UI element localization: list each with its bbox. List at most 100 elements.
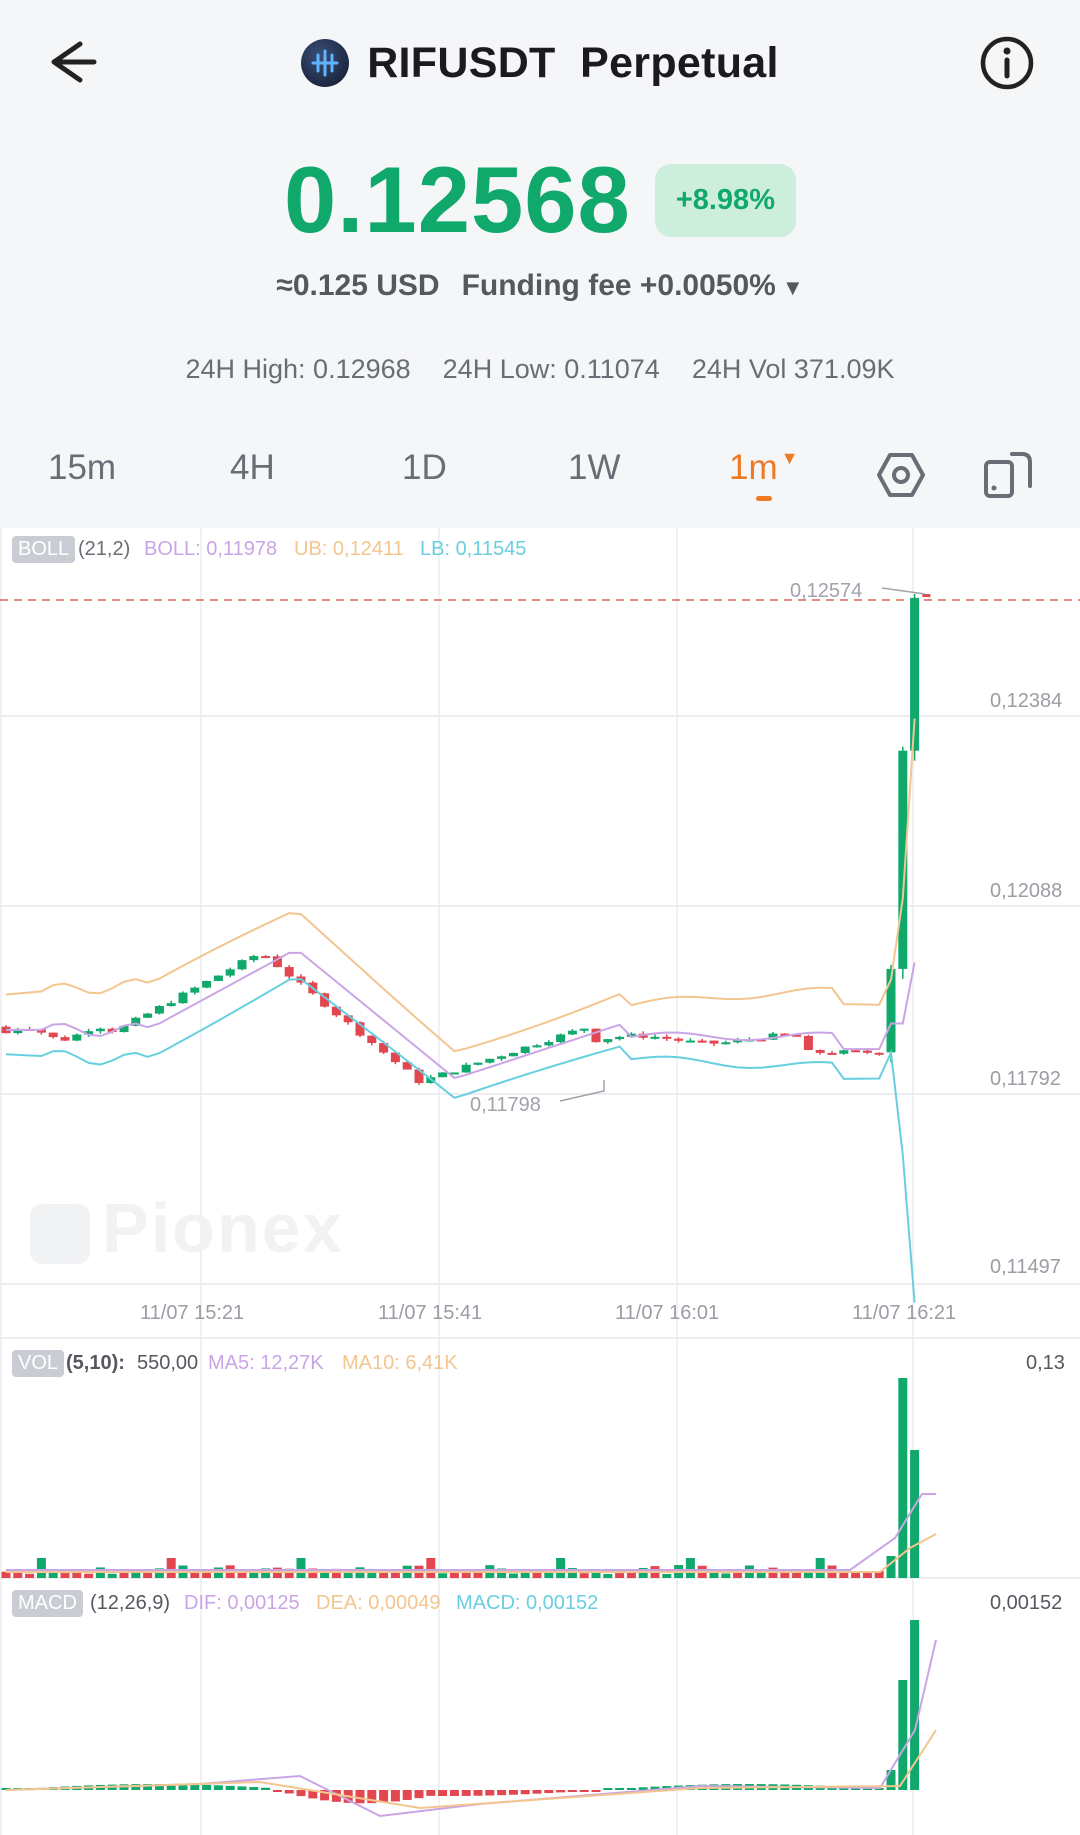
arrow-left-icon[interactable] — [48, 36, 108, 88]
macd-bar — [131, 1784, 141, 1790]
candle-body — [851, 1050, 861, 1053]
candle-body — [414, 1069, 424, 1084]
price-axis-label: 0,12088 — [990, 880, 1063, 902]
candle-body — [225, 969, 235, 976]
volume-bar — [154, 1568, 164, 1578]
tab-15m[interactable]: 15m — [48, 448, 117, 487]
volume-bar — [379, 1570, 389, 1578]
candle-body — [320, 993, 330, 1007]
volume-bar — [615, 1573, 625, 1578]
candle-body — [768, 1033, 778, 1040]
candle-body — [497, 1056, 507, 1059]
vol-ma10: MA10: 6,41K — [342, 1352, 458, 1374]
macd-params: (12,26,9) — [90, 1592, 171, 1614]
tab-1m[interactable]: 1m ▼ — [729, 448, 798, 488]
macd-bar — [414, 1790, 424, 1799]
volume-bar — [851, 1572, 861, 1578]
funding-fee[interactable]: Funding fee +0.0050% ▼ — [462, 269, 804, 303]
volume-bar — [143, 1569, 153, 1578]
volume-bar — [367, 1569, 377, 1578]
boll-tag: BOLL — [12, 536, 76, 563]
stats-row: 24H High: 0.12968 24H Low: 0.11074 24H V… — [0, 354, 1080, 394]
tab-1d[interactable]: 1D — [402, 448, 447, 487]
candle-body — [237, 960, 247, 970]
min-pointer-line — [559, 1080, 605, 1102]
volume-bar — [603, 1573, 613, 1578]
macd-dif: DIF: 0,00125 — [184, 1592, 300, 1614]
macd-bar — [190, 1784, 200, 1790]
candle-body — [131, 1017, 141, 1026]
macd-bar — [910, 1620, 920, 1790]
watermark-text: Pionex — [102, 1189, 344, 1267]
candle-body — [473, 1062, 483, 1065]
vol-params: (5,10): — [66, 1352, 125, 1374]
macd-bar — [402, 1790, 412, 1800]
candle-body — [331, 1006, 341, 1016]
candle-body — [910, 597, 920, 751]
volume-bar — [320, 1570, 330, 1578]
chart-canvas[interactable] — [0, 528, 1080, 1835]
candle-body — [898, 750, 908, 969]
price-axis-label: 0,11792 — [990, 1068, 1061, 1090]
candle-body — [178, 992, 188, 1004]
candle-body — [674, 1038, 684, 1041]
boll-lb-value: LB: 0,11545 — [420, 538, 527, 560]
active-tab-indicator — [756, 496, 772, 501]
macd-bar — [626, 1787, 636, 1790]
candle-body — [390, 1052, 400, 1063]
time-axis-label: 11/07 15:21 — [140, 1302, 245, 1324]
macd-bar — [308, 1790, 318, 1799]
title-group[interactable]: RIFUSDT Perpetual — [0, 30, 1080, 96]
volume-bar — [343, 1570, 353, 1578]
volume-bar — [579, 1573, 589, 1578]
candle-body — [827, 1052, 837, 1055]
macd-bar — [591, 1790, 601, 1792]
settings-hexagon-icon[interactable] — [876, 450, 926, 500]
volume-bar — [662, 1573, 672, 1578]
candle-body — [544, 1042, 554, 1046]
macd-bar — [272, 1790, 282, 1792]
macd-bar — [898, 1680, 908, 1790]
volume-bar — [721, 1573, 731, 1578]
volume-bar — [166, 1558, 176, 1578]
candle-body — [579, 1028, 589, 1031]
boll-ub-value: UB: 0,12411 — [294, 538, 404, 560]
candle-body — [862, 1050, 872, 1053]
candle-body — [792, 1034, 802, 1037]
candle-body — [154, 1006, 164, 1014]
macd-bar — [237, 1786, 247, 1790]
vol-tag: VOL — [12, 1350, 65, 1377]
fullscreen-rotate-icon[interactable] — [982, 448, 1034, 500]
time-axis-label: 11/07 16:21 — [852, 1302, 957, 1324]
vol-axis-max: 0,13 — [1026, 1352, 1065, 1374]
max-pointer-line — [881, 587, 926, 595]
stat-high: 24H High: 0.12968 — [185, 354, 411, 384]
candle-body — [662, 1036, 672, 1039]
macd-bar — [331, 1790, 341, 1802]
volume-bar — [237, 1570, 247, 1578]
time-axis-label: 11/07 16:01 — [615, 1302, 720, 1324]
macd-bar — [603, 1788, 613, 1790]
volume-bar — [591, 1569, 601, 1578]
macd-bar — [426, 1790, 436, 1796]
volume-bar — [862, 1571, 872, 1578]
volume-bar — [780, 1571, 790, 1578]
tab-4h[interactable]: 4H — [230, 448, 275, 487]
macd-bar — [508, 1790, 518, 1795]
kline-chart[interactable]: Pionex BOLL (21,2) BOLL: 0,11978 UB: 0,1… — [0, 528, 1080, 1835]
macd-bar — [532, 1790, 542, 1794]
volume-bar — [426, 1558, 436, 1578]
macd-bar — [520, 1790, 530, 1795]
macd-bar — [320, 1790, 330, 1801]
candle-body — [166, 1003, 176, 1007]
volume-bar — [25, 1573, 35, 1578]
macd-bar — [390, 1790, 400, 1802]
macd-bar — [650, 1786, 660, 1790]
volume-bar — [874, 1571, 884, 1578]
info-circle-icon[interactable] — [978, 34, 1036, 92]
volume-ma5-line — [6, 1493, 936, 1571]
macd-axis-max: 0,00152 — [990, 1592, 1063, 1614]
tab-1w[interactable]: 1W — [568, 448, 621, 487]
volume-bar — [544, 1569, 554, 1578]
volume-bar — [202, 1572, 212, 1578]
